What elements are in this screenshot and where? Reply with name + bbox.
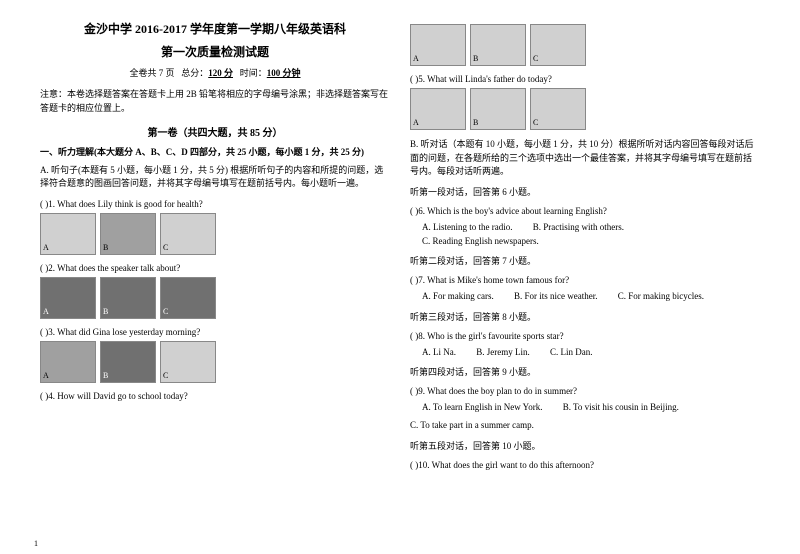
segment-3: 听第三段对话，回答第 8 小题。 — [410, 310, 760, 323]
label-b: B — [103, 243, 108, 252]
question-4: ( )4. How will David go to school today? — [40, 391, 390, 401]
q8-c: C. Lin Dan. — [550, 345, 593, 359]
q4-images: A B C — [410, 24, 760, 66]
q9-c: C. To take part in a summer camp. — [410, 418, 534, 432]
q5-option-b: B — [470, 88, 526, 130]
instruction-a: A. 听句子(本题有 5 小题，每小题 1 分，共 5 分) 根据所听句子的内容… — [40, 164, 390, 191]
right-column: A B C ( )5. What will Linda's father do … — [400, 20, 770, 534]
q9-b: B. To visit his cousin in Beijing. — [563, 400, 679, 414]
question-7: ( )7. What is Mike's home town famous fo… — [410, 275, 760, 285]
q6-c: C. Reading English newspapers. — [422, 234, 539, 248]
exam-note: 注意：本卷选择题答案在答题卡上用 2B 铅笔将相应的字母编号涂黑；非选择题答案写… — [40, 87, 390, 116]
q1-images: A B C — [40, 213, 390, 255]
label-c: C — [533, 118, 538, 127]
instruction-b: B. 听对话（本题有 10 小题，每小题 1 分，共 10 分）根据所听对话内容… — [410, 138, 760, 179]
q6-a: A. Listening to the radio. — [422, 220, 512, 234]
meta-time: 100 分钟 — [267, 68, 301, 78]
q7-a: A. For making cars. — [422, 289, 494, 303]
segment-2: 听第二段对话，回答第 7 小题。 — [410, 254, 760, 267]
page-number: 1 — [34, 539, 38, 548]
label-c: C — [533, 54, 538, 63]
q8-a: A. Li Na. — [422, 345, 456, 359]
q9-options-line1: A. To learn English in New York. B. To v… — [422, 400, 760, 414]
q2-option-c: C — [160, 277, 216, 319]
segment-4: 听第四段对话，回答第 9 小题。 — [410, 365, 760, 378]
label-a: A — [43, 307, 49, 316]
section-header: 第一卷（共四大题，共 85 分） — [40, 124, 390, 139]
label-a: A — [413, 118, 419, 127]
question-6: ( )6. Which is the boy's advice about le… — [410, 206, 760, 216]
question-1: ( )1. What does Lily think is good for h… — [40, 199, 390, 209]
q1-option-c: C — [160, 213, 216, 255]
part-header: 一、听力理解(本大题分 A、B、C、D 四部分，共 25 小题，每小题 1 分，… — [40, 145, 390, 158]
q3-option-b: B — [100, 341, 156, 383]
label-c: C — [163, 307, 168, 316]
q3-images: A B C — [40, 341, 390, 383]
q4-option-a: A — [410, 24, 466, 66]
question-10: ( )10. What does the girl want to do thi… — [410, 460, 760, 470]
q5-option-a: A — [410, 88, 466, 130]
q5-images: A B C — [410, 88, 760, 130]
question-2: ( )2. What does the speaker talk about? — [40, 263, 390, 273]
question-3: ( )3. What did Gina lose yesterday morni… — [40, 327, 390, 337]
label-a: A — [43, 243, 49, 252]
meta-total: 120 分 — [208, 68, 233, 78]
q2-option-b: B — [100, 277, 156, 319]
segment-1: 听第一段对话，回答第 6 小题。 — [410, 185, 760, 198]
meta-total-label: 总分： — [181, 68, 208, 78]
q9-a: A. To learn English in New York. — [422, 400, 542, 414]
q1-option-b: B — [100, 213, 156, 255]
q7-options: A. For making cars. B. For its nice weat… — [422, 289, 760, 303]
q3-option-c: C — [160, 341, 216, 383]
question-8: ( )8. Who is the girl's favourite sports… — [410, 331, 760, 341]
q4-option-c: C — [530, 24, 586, 66]
label-b: B — [103, 371, 108, 380]
label-c: C — [163, 371, 168, 380]
label-c: C — [163, 243, 168, 252]
question-9: ( )9. What does the boy plan to do in su… — [410, 386, 760, 396]
doc-meta: 全卷共 7 页 总分：120 分 时间：100 分钟 — [40, 66, 390, 79]
label-a: A — [413, 54, 419, 63]
q7-c: C. For making bicycles. — [618, 289, 704, 303]
meta-pages: 全卷共 7 页 — [129, 68, 174, 78]
q3-option-a: A — [40, 341, 96, 383]
q5-option-c: C — [530, 88, 586, 130]
q6-options: A. Listening to the radio. B. Practising… — [422, 220, 760, 249]
q7-b: B. For its nice weather. — [514, 289, 597, 303]
doc-subtitle: 第一次质量检测试题 — [40, 43, 390, 60]
label-b: B — [473, 118, 478, 127]
label-a: A — [43, 371, 49, 380]
left-column: 金沙中学 2016-2017 学年度第一学期八年级英语科 第一次质量检测试题 全… — [30, 20, 400, 534]
doc-title: 金沙中学 2016-2017 学年度第一学期八年级英语科 — [40, 20, 390, 37]
label-b: B — [473, 54, 478, 63]
q2-images: A B C — [40, 277, 390, 319]
q2-option-a: A — [40, 277, 96, 319]
question-5: ( )5. What will Linda's father do today? — [410, 74, 760, 84]
q9-options-line2: C. To take part in a summer camp. — [410, 418, 760, 432]
q8-options: A. Li Na. B. Jeremy Lin. C. Lin Dan. — [422, 345, 760, 359]
label-b: B — [103, 307, 108, 316]
q1-option-a: A — [40, 213, 96, 255]
q8-b: B. Jeremy Lin. — [476, 345, 530, 359]
segment-5: 听第五段对话，回答第 10 小题。 — [410, 439, 760, 452]
meta-time-label: 时间： — [240, 68, 267, 78]
q6-b: B. Practising with others. — [533, 220, 624, 234]
q4-option-b: B — [470, 24, 526, 66]
